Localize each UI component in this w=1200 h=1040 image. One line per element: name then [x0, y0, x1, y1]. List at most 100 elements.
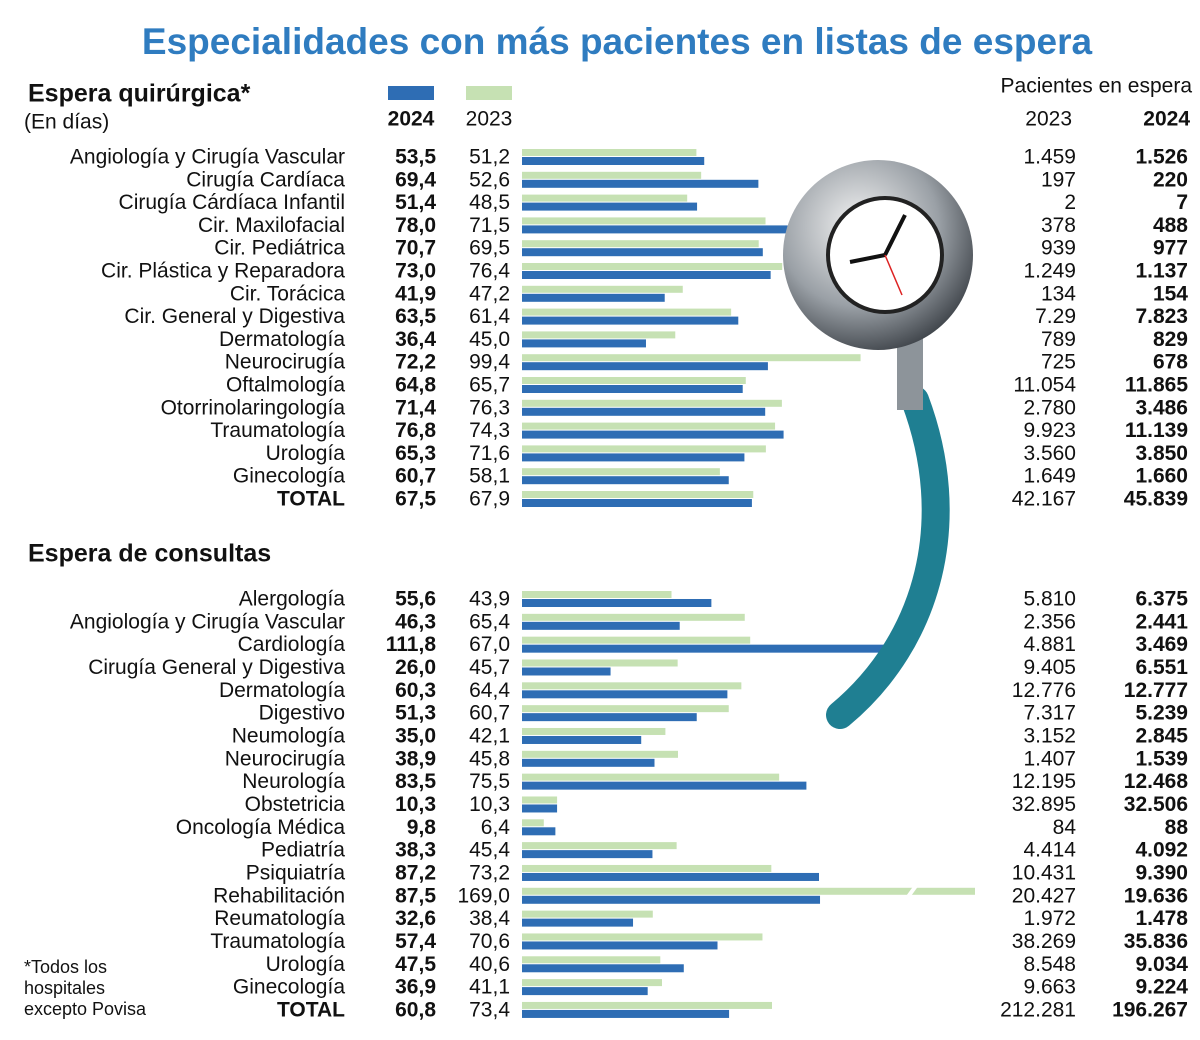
bar — [522, 690, 728, 699]
bar — [522, 872, 820, 881]
bar — [522, 644, 903, 653]
bar — [522, 149, 697, 156]
bar — [522, 240, 759, 248]
bar — [522, 933, 763, 941]
value-label: 41,1 — [469, 976, 510, 999]
table-cell: 9.034 — [1135, 953, 1188, 976]
category-label: Reumatología — [214, 907, 345, 930]
table-cell: 11.865 — [1125, 374, 1188, 397]
category-label: Neumología — [232, 725, 346, 748]
table-cell: 1.972 — [1023, 907, 1076, 930]
category-label: Cir. General y Digestiva — [124, 305, 345, 328]
bar — [522, 179, 759, 188]
category-label: Cirugía Cárdíaca Infantil — [119, 191, 345, 214]
table-cell: 1.539 — [1135, 747, 1188, 770]
table-cell: 196.267 — [1112, 998, 1188, 1021]
axis-break — [906, 884, 918, 898]
category-label: Rehabilitación — [213, 884, 345, 907]
bar — [522, 248, 763, 257]
table-cell: 134 — [1041, 282, 1076, 305]
bar — [522, 667, 611, 676]
value-label: 10,3 — [469, 793, 510, 816]
table-cell: 977 — [1153, 237, 1188, 260]
bar — [522, 339, 646, 348]
bar — [522, 910, 653, 918]
table-cell: 378 — [1041, 214, 1076, 237]
value-label: 75,5 — [469, 770, 510, 793]
bar — [522, 682, 742, 690]
table-cell: 7 — [1176, 191, 1188, 214]
bar — [522, 727, 666, 735]
category-label: Angiología y Cirugía Vascular — [70, 610, 345, 633]
category-label: Cirugía Cardíaca — [186, 168, 345, 191]
bar — [522, 308, 732, 316]
value-label: 69,4 — [395, 168, 436, 191]
table-cell: 3.560 — [1023, 442, 1076, 465]
bar — [522, 758, 655, 767]
bar — [522, 713, 697, 722]
value-label: 45,7 — [469, 656, 510, 679]
bar — [522, 895, 821, 904]
table-cell: 4.092 — [1135, 839, 1188, 862]
value-label: 83,5 — [395, 770, 436, 793]
value-label: 35,0 — [395, 725, 436, 748]
section-subtitle: (En días) — [24, 111, 109, 134]
table-cell: 9.405 — [1023, 656, 1076, 679]
bar — [522, 445, 766, 453]
bar — [522, 918, 634, 927]
bar — [522, 354, 861, 362]
table-cell: 12.468 — [1124, 770, 1189, 793]
value-label: 10,3 — [395, 793, 436, 816]
value-label: 51,3 — [395, 702, 436, 725]
category-label: Urología — [266, 442, 346, 465]
table-cell: 4.414 — [1023, 839, 1076, 862]
bar — [522, 1001, 773, 1009]
table-cell: 7.823 — [1135, 305, 1188, 328]
value-label: 65,4 — [469, 610, 510, 633]
category-label: TOTAL — [277, 488, 345, 511]
bar — [522, 842, 677, 850]
table-cell: 1.478 — [1135, 907, 1188, 930]
bar — [522, 385, 743, 393]
value-label: 64,8 — [395, 374, 436, 397]
bar — [522, 735, 642, 744]
category-label: Cir. Plástica y Reparadora — [101, 260, 345, 283]
bar — [522, 476, 729, 485]
value-label: 47,5 — [395, 953, 436, 976]
bar — [522, 864, 772, 872]
value-label: 46,3 — [395, 610, 436, 633]
value-label: 60,8 — [395, 998, 436, 1021]
value-label: 73,2 — [469, 862, 510, 885]
bar — [522, 599, 712, 607]
bar — [522, 987, 648, 996]
value-label: 38,9 — [395, 747, 436, 770]
value-label: 32,6 — [395, 907, 436, 930]
bar — [522, 659, 678, 667]
value-label: 76,4 — [469, 260, 510, 283]
legend-swatch — [388, 86, 434, 100]
value-label: 41,9 — [395, 282, 436, 305]
value-label: 71,5 — [469, 214, 510, 237]
bar — [522, 827, 556, 836]
bar — [522, 979, 662, 987]
value-label: 45,8 — [469, 747, 510, 770]
table-cell: 9.390 — [1135, 862, 1188, 885]
bar — [522, 613, 745, 621]
value-label: 48,5 — [469, 191, 510, 214]
value-label: 9,8 — [407, 816, 437, 839]
value-label: 51,4 — [395, 191, 436, 214]
value-label: 67,9 — [469, 488, 510, 511]
category-label: Ginecología — [233, 465, 345, 488]
table-cell: 12.776 — [1012, 679, 1076, 702]
table-cell: 3.152 — [1023, 725, 1076, 748]
column-header: 2024 — [1143, 108, 1190, 131]
table-cell: 154 — [1153, 282, 1188, 305]
chart-area — [522, 149, 975, 1018]
category-label: Pediatría — [261, 839, 345, 862]
bar — [522, 422, 776, 430]
bar — [522, 316, 739, 325]
table-cell: 8.548 — [1023, 953, 1076, 976]
bar — [522, 964, 684, 973]
table-cell: 3.469 — [1135, 633, 1188, 656]
